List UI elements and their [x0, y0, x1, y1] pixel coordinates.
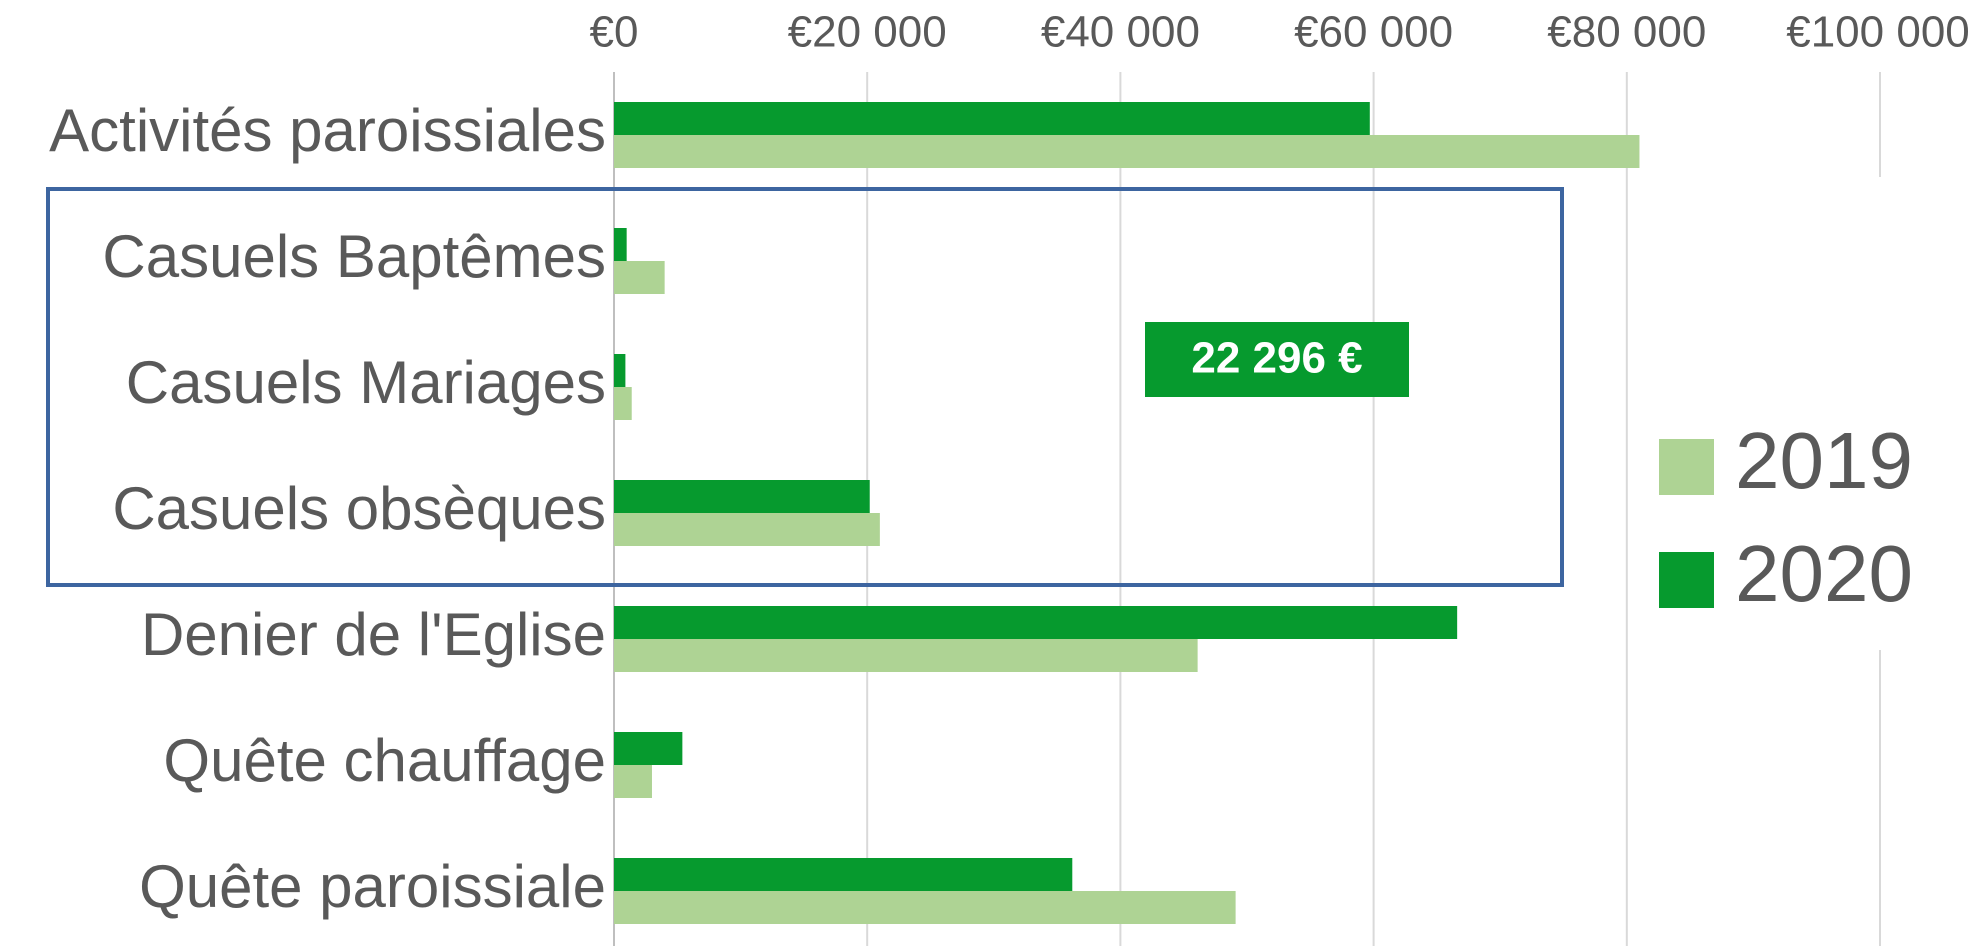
y-tick-label: Activités paroissiales: [49, 97, 606, 164]
legend-label: 2019: [1735, 416, 1913, 505]
bars: [614, 102, 1640, 924]
bar: [614, 891, 1236, 924]
bar: [614, 261, 665, 294]
y-tick-label: Quête paroissiale: [139, 853, 606, 920]
y-tick-label: Quête chauffage: [163, 727, 606, 794]
annotation: 22 296 €: [1191, 334, 1362, 383]
bar: [614, 354, 626, 387]
x-tick-label: €80 000: [1547, 8, 1706, 57]
x-tick-label: €40 000: [1041, 8, 1200, 57]
bar: [614, 387, 632, 420]
y-tick-label: Casuels Mariages: [126, 349, 606, 416]
bar: [614, 639, 1198, 672]
legend-swatch: [1659, 439, 1714, 495]
x-tick-label: €0: [590, 8, 639, 57]
legend-swatch: [1659, 552, 1714, 608]
legend-label: 2020: [1735, 529, 1913, 618]
x-tick-label: €100 000: [1786, 8, 1970, 57]
bar: [614, 102, 1370, 135]
bar: [614, 480, 870, 513]
annotation-box: [1145, 322, 1409, 397]
bar: [614, 732, 683, 765]
bar: [614, 135, 1640, 168]
bar: [614, 858, 1073, 891]
x-tick-label: €60 000: [1294, 8, 1453, 57]
y-tick-label: Denier de l'Eglise: [141, 601, 606, 668]
bar: [614, 513, 880, 546]
bar: [614, 606, 1458, 639]
highlight-box: [46, 187, 1564, 587]
y-tick-label: Casuels obsèques: [112, 475, 606, 542]
bar: [614, 765, 652, 798]
y-tick-label: Casuels Baptêmes: [102, 223, 606, 290]
x-tick-label: €20 000: [788, 8, 947, 57]
bar: [614, 228, 627, 261]
